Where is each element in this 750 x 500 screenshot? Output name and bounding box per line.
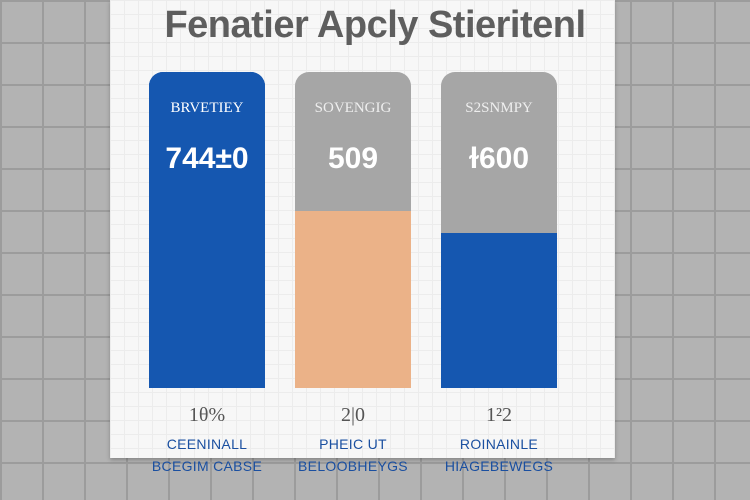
bar-2-fill — [295, 211, 411, 388]
bar-3-percent-label: 1²2 — [486, 404, 512, 426]
bar-3-fill — [441, 233, 557, 388]
chart-title: Fenatier Apcly Stieritenl — [164, 4, 586, 46]
bar-3-value-label: ɫ600 — [468, 142, 529, 175]
bar-1-value-label: 744±0 — [165, 142, 249, 175]
bar-2-bottom-label-line2: BELOOBHEYGS — [298, 458, 408, 474]
bar-3-bottom-label-line1: ROINAINLE — [459, 436, 539, 452]
bar-1: BRVETIEY 744±0 — [149, 72, 265, 388]
bar-1-bottom-label-line2: BCEGIM CABSE — [151, 458, 263, 474]
bar-2-percent-label: 2|0 — [340, 404, 365, 426]
bar-1-bottom-label-line1: CEENINALL — [166, 436, 248, 452]
bar-2-value-label: 509 — [327, 142, 379, 175]
bar-3-category-label: S2SNMPY — [465, 100, 533, 116]
bar-2-bottom-label-line1: PHEIC UT — [319, 436, 387, 452]
bar-1-category-label: BRVETIEY — [170, 100, 244, 116]
bar-3-bottom-label-line2: HIAGEBEWEGS — [444, 458, 554, 474]
bar-2: SOVENGIG 509 — [295, 72, 411, 388]
bar-1-fill — [149, 72, 265, 388]
bar-3: S2SNMPY ɫ600 — [441, 72, 557, 388]
bar-1-percent-label: 1θ% — [188, 404, 226, 426]
bar-2-category-label: SOVENGIG — [314, 100, 392, 116]
